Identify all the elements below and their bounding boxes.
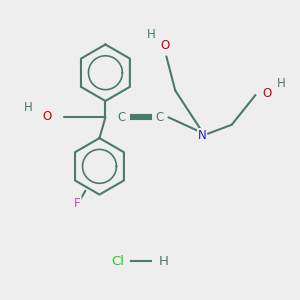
Text: F: F — [74, 196, 81, 210]
Text: C: C — [155, 111, 164, 124]
Text: H: H — [158, 255, 168, 268]
Text: Cl: Cl — [111, 255, 124, 268]
Text: O: O — [262, 87, 272, 100]
Text: O: O — [160, 39, 170, 52]
Text: C: C — [118, 111, 126, 124]
Text: H: H — [147, 28, 156, 40]
Text: H: H — [24, 101, 33, 114]
Text: N: N — [198, 129, 206, 142]
Text: H: H — [277, 77, 286, 90]
Text: O: O — [42, 110, 51, 123]
